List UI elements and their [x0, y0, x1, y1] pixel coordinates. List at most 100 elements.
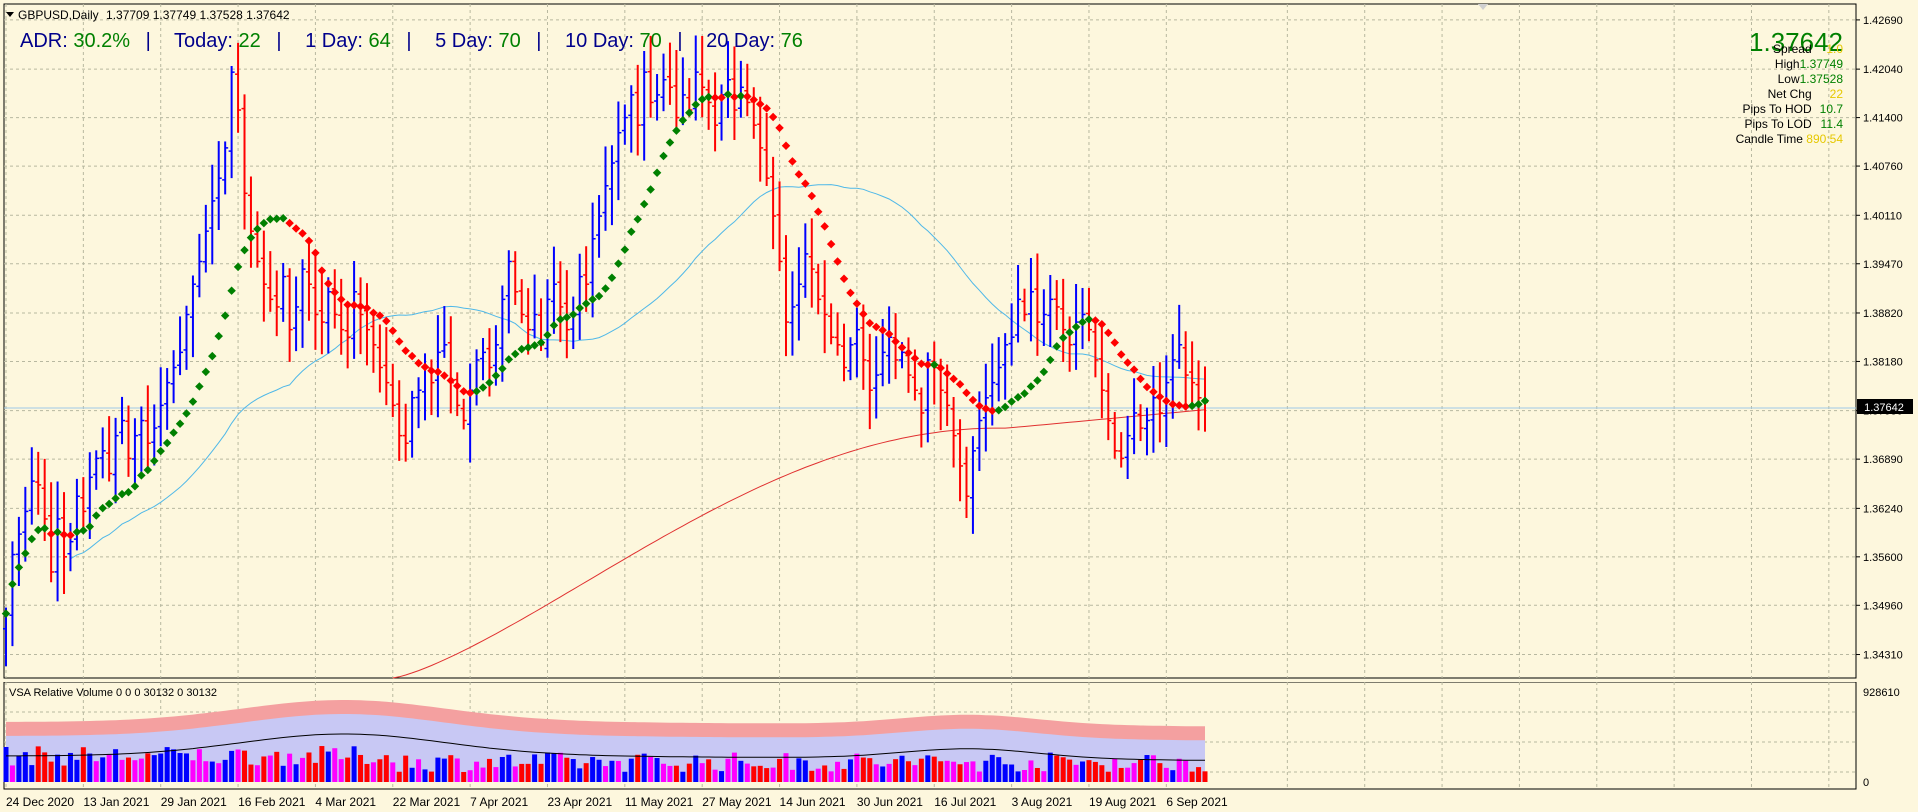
volume-bar — [777, 758, 783, 782]
trend-dot — [923, 360, 933, 370]
trend-dot — [517, 344, 526, 354]
volume-indicator-pane[interactable]: VSA Relative Volume 0 0 0 30132 0 30132 … — [0, 682, 1918, 790]
trend-dot — [1052, 342, 1061, 351]
trend-dot — [859, 309, 868, 319]
adr-label: ADR: — [20, 30, 68, 52]
trend-dot — [324, 279, 333, 288]
volume-bar — [1080, 761, 1086, 782]
fast-moving-average-line — [70, 184, 1206, 560]
volume-bar — [577, 768, 583, 782]
trend-dot — [362, 303, 372, 313]
trend-dot — [955, 380, 965, 389]
trend-dot — [472, 387, 481, 396]
volume-bar — [744, 763, 750, 782]
volume-bar — [1041, 771, 1047, 782]
volume-bar — [493, 767, 499, 782]
volume-bar — [370, 762, 376, 782]
volume-bar — [113, 749, 119, 782]
today-value: 22 — [238, 30, 261, 52]
volume-bar — [454, 758, 460, 782]
trend-dot — [968, 395, 978, 405]
volume-bar — [345, 757, 351, 782]
volume-bar — [828, 771, 834, 782]
spread-row: Spread 1.0 — [1772, 42, 1843, 56]
trend-dot — [498, 364, 507, 373]
volume-bar — [770, 767, 776, 782]
trend-dot — [98, 503, 107, 513]
chart-menu-dropdown-icon[interactable] — [6, 12, 14, 17]
volume-bar — [628, 758, 634, 782]
price-chart[interactable]: 1.42690 1.42040 1.41400 1.40760 1.40110 1.394… — [0, 0, 1918, 680]
trend-dot — [491, 371, 501, 380]
day1-value: 64 — [368, 30, 391, 52]
current-price: 1.37642 — [1749, 27, 1843, 57]
volume-bar — [248, 764, 254, 782]
price-tick-label: 1.36890 — [1863, 454, 1903, 466]
volume-bar — [80, 747, 86, 782]
volume-bar — [1196, 767, 1202, 782]
volume-bar — [1092, 761, 1098, 782]
date-tick-label: 23 Apr 2021 — [547, 795, 612, 809]
trend-dot — [246, 233, 256, 242]
price-tick-label: 1.38820 — [1863, 308, 1903, 320]
separator: | — [145, 30, 151, 52]
volume-bar — [1009, 764, 1015, 782]
trend-dot — [195, 382, 204, 391]
trend-dot — [240, 245, 249, 255]
trend-dot — [1065, 328, 1074, 337]
volume-bar — [125, 757, 131, 782]
volume-bar — [538, 763, 544, 782]
volume-bar — [963, 762, 969, 782]
volume-bar — [654, 758, 660, 782]
trend-dot — [1058, 333, 1068, 342]
volume-bar — [87, 753, 93, 782]
today-label: Today: — [174, 30, 233, 52]
volume-bar — [287, 753, 293, 782]
volume-bar — [719, 771, 725, 782]
volume-bar — [209, 761, 215, 782]
volume-bar — [764, 768, 770, 782]
volume-bar — [383, 755, 389, 782]
day5-value: 70 — [498, 30, 521, 52]
volume-bar — [783, 753, 789, 782]
volume-bar — [1144, 755, 1150, 782]
trend-dot — [330, 288, 340, 297]
volume-bar — [61, 765, 67, 782]
candle-time-row: Candle Time 890:54 — [1735, 132, 1843, 146]
volume-bar — [731, 752, 737, 782]
trend-dot — [994, 405, 1003, 415]
trend-dot — [1084, 315, 1094, 324]
volume-bar — [48, 761, 54, 782]
volume-bar — [596, 759, 602, 782]
trend-dot — [375, 311, 385, 320]
scroll-marker-icon[interactable] — [1478, 4, 1488, 10]
trend-dot — [1046, 355, 1055, 365]
volume-bar — [989, 754, 995, 782]
volume-bar — [486, 758, 492, 782]
day1-label: 1 Day: — [305, 30, 363, 52]
ohlc-readout: 1.37709 1.37749 1.37528 1.37642 — [106, 8, 290, 22]
volume-bar — [1118, 767, 1124, 782]
volume-bar — [544, 752, 550, 782]
trend-dot — [220, 311, 230, 320]
trend-dot — [511, 349, 520, 359]
current-price-tag-label: 1.37642 — [1864, 402, 1904, 414]
trend-dot — [188, 397, 198, 406]
trend-dot — [865, 318, 875, 328]
volume-bar — [635, 754, 641, 782]
date-tick-label: 16 Feb 2021 — [238, 795, 306, 809]
volume-bar — [9, 765, 15, 782]
trend-dot — [1168, 400, 1178, 409]
volume-bar — [706, 759, 712, 782]
trend-dot — [575, 303, 584, 313]
trend-dot — [311, 248, 320, 258]
trend-dot — [117, 489, 127, 499]
trend-dot — [433, 367, 443, 377]
trend-dot — [1026, 382, 1036, 391]
volume-bar — [171, 749, 177, 782]
trend-dot — [452, 381, 462, 391]
trend-dot — [530, 341, 539, 350]
volume-bar — [570, 759, 576, 782]
volume-bar — [796, 758, 802, 782]
